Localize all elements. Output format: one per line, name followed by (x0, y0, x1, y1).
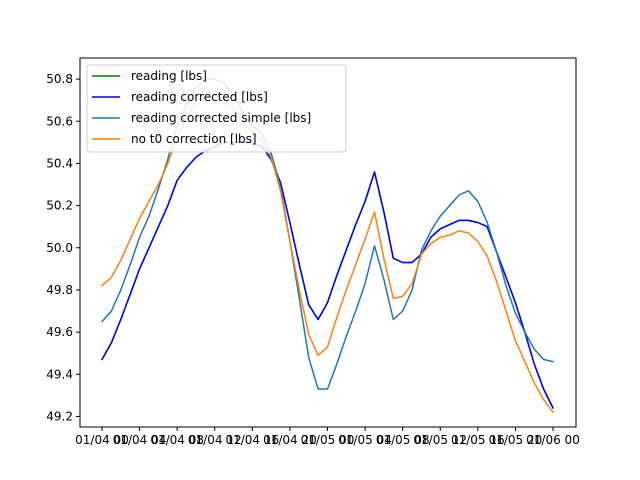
y-tick-label: 50.6 (46, 114, 73, 128)
x-tick-label: 01/04 16 (225, 433, 279, 447)
x-tick-label: 01/04 12 (188, 433, 242, 447)
y-tick-label: 50.8 (46, 72, 73, 86)
y-tick-label: 50.4 (46, 156, 73, 170)
x-tick-label: 01/05 08 (376, 433, 430, 447)
x-tick-label: 01/05 04 (338, 433, 392, 447)
x-tick-label: 01/04 04 (113, 433, 167, 447)
x-tick-label: 01/05 12 (413, 433, 467, 447)
y-tick-label: 49.6 (46, 325, 73, 339)
x-tick-label: 01/05 00 (301, 433, 355, 447)
legend-label-3: no t0 correction [lbs] (131, 132, 257, 146)
y-tick-label: 49.4 (46, 367, 73, 381)
x-tick-label: 01/05 20 (489, 433, 543, 447)
y-tick-label: 50.2 (46, 199, 73, 213)
x-tick-label: 01/04 00 (75, 433, 129, 447)
x-tick-label: 01/04 20 (263, 433, 317, 447)
legend-label-1: reading corrected [lbs] (131, 90, 268, 104)
series-line-1 (101, 141, 554, 409)
y-tick-label: 49.8 (46, 283, 73, 297)
legend: reading [lbs] reading corrected [lbs] read… (86, 64, 347, 153)
x-tick-label: 01/05 16 (451, 433, 505, 447)
legend-label-0: reading [lbs] (131, 69, 207, 83)
legend-label-2: reading corrected simple [lbs] (131, 111, 311, 125)
x-tick-label: 01/04 08 (150, 433, 204, 447)
y-axis: 49.2 49.4 49.6 49.8 50.0 50.2 50.4 50.6 50.8 (46, 72, 80, 423)
y-tick-label: 49.2 (46, 409, 73, 423)
legend-box (86, 64, 347, 153)
x-tick-label: 01/06 00 (526, 433, 580, 447)
y-tick-label: 50.0 (46, 241, 73, 255)
